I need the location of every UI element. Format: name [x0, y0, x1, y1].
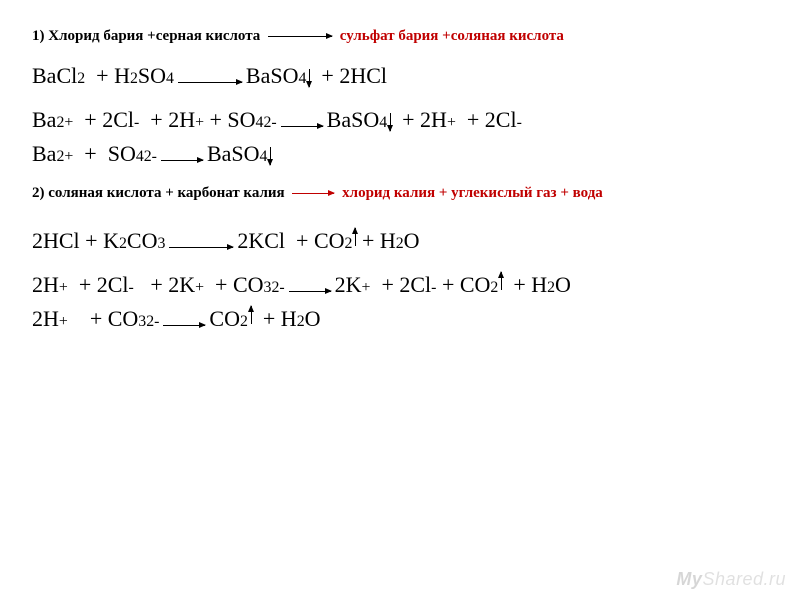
arrow-icon: [163, 325, 205, 326]
eq-token: + H: [502, 272, 547, 298]
gas-icon: [355, 228, 356, 246]
eq-token: 2K: [335, 272, 362, 298]
eq-token: + CO: [68, 306, 138, 332]
eq-token: + 2H: [391, 107, 447, 133]
precipitate-icon: [270, 147, 271, 165]
equation-6: 2H+ + CO32- CO2 + H2 O: [32, 306, 768, 332]
eq-token: + 2H: [139, 107, 195, 133]
eq-token: + 2K: [134, 272, 195, 298]
watermark: MyShared.ru: [676, 569, 786, 590]
eq-token: + H: [356, 228, 395, 254]
watermark-suffix: Shared.ru: [702, 569, 786, 589]
gas-icon: [251, 306, 252, 324]
equation-1: BaCl2 + H2 SO4 BaSO4 + 2HCl: [32, 63, 768, 89]
arrow-icon: [281, 126, 323, 127]
equation-2: Ba2+ + 2Cl- + 2H+ + SO42- BaSO4 + 2H+ + …: [32, 107, 768, 133]
heading-2-products: хлорид калия + углекислый газ + вода: [342, 185, 603, 201]
precipitate-icon: [390, 113, 391, 131]
arrow-icon: [292, 193, 334, 194]
heading-1-products: сульфат бария +соляная кислота: [340, 28, 564, 44]
eq-token: + SO: [204, 107, 256, 133]
arrow-icon: [178, 82, 242, 83]
heading-1: 1) Хлорид бария +серная кислота сульфат …: [32, 28, 768, 45]
eq-token: + CO: [204, 272, 263, 298]
eq-token: SO: [138, 63, 166, 89]
gas-icon: [501, 272, 502, 290]
eq-token: + H: [252, 306, 297, 332]
arrow-icon: [289, 291, 331, 292]
eq-token: O: [555, 272, 571, 298]
heading-2: 2) соляная кислота + карбонат калия хлор…: [32, 185, 768, 202]
eq-token: O: [305, 306, 321, 332]
watermark-prefix: My: [676, 569, 702, 589]
eq-token: + 2Cl: [456, 107, 517, 133]
equation-4: 2HCl + K2 CO3 2KCl + CO2 + H2 O: [32, 228, 768, 254]
arrow-icon: [161, 160, 203, 161]
eq-token: Ba: [32, 107, 56, 133]
eq-token: 2HCl + K: [32, 228, 119, 254]
precipitate-icon: [309, 69, 310, 87]
arrow-icon: [268, 36, 332, 37]
heading-2-reactants: 2) соляная кислота + карбонат калия: [32, 185, 285, 201]
arrow-icon: [169, 247, 233, 248]
eq-token: + 2HCl: [310, 63, 387, 89]
eq-token: BaCl: [32, 63, 77, 89]
eq-token: + H: [85, 63, 130, 89]
eq-token: Ba: [32, 141, 56, 167]
eq-token: CO: [209, 306, 240, 332]
eq-token: + 2Cl: [73, 107, 134, 133]
eq-token: 2H: [32, 306, 59, 332]
equation-3: Ba2+ + SO42- BaSO4: [32, 141, 768, 167]
eq-token: BaSO: [207, 141, 260, 167]
eq-token: 2H: [32, 272, 59, 298]
eq-token: 2KCl + CO: [237, 228, 344, 254]
eq-token: + SO: [73, 141, 136, 167]
eq-token: CO: [127, 228, 158, 254]
eq-token: BaSO: [246, 63, 299, 89]
equation-5: 2H+ + 2Cl- + 2K+ + CO32- 2K+ + 2Cl- + CO…: [32, 272, 768, 298]
heading-1-reactants: 1) Хлорид бария +серная кислота: [32, 28, 260, 44]
eq-token: O: [404, 228, 420, 254]
eq-token: + 2Cl: [370, 272, 431, 298]
eq-token: + 2Cl: [68, 272, 129, 298]
eq-token: + CO: [436, 272, 490, 298]
eq-token: BaSO: [327, 107, 380, 133]
